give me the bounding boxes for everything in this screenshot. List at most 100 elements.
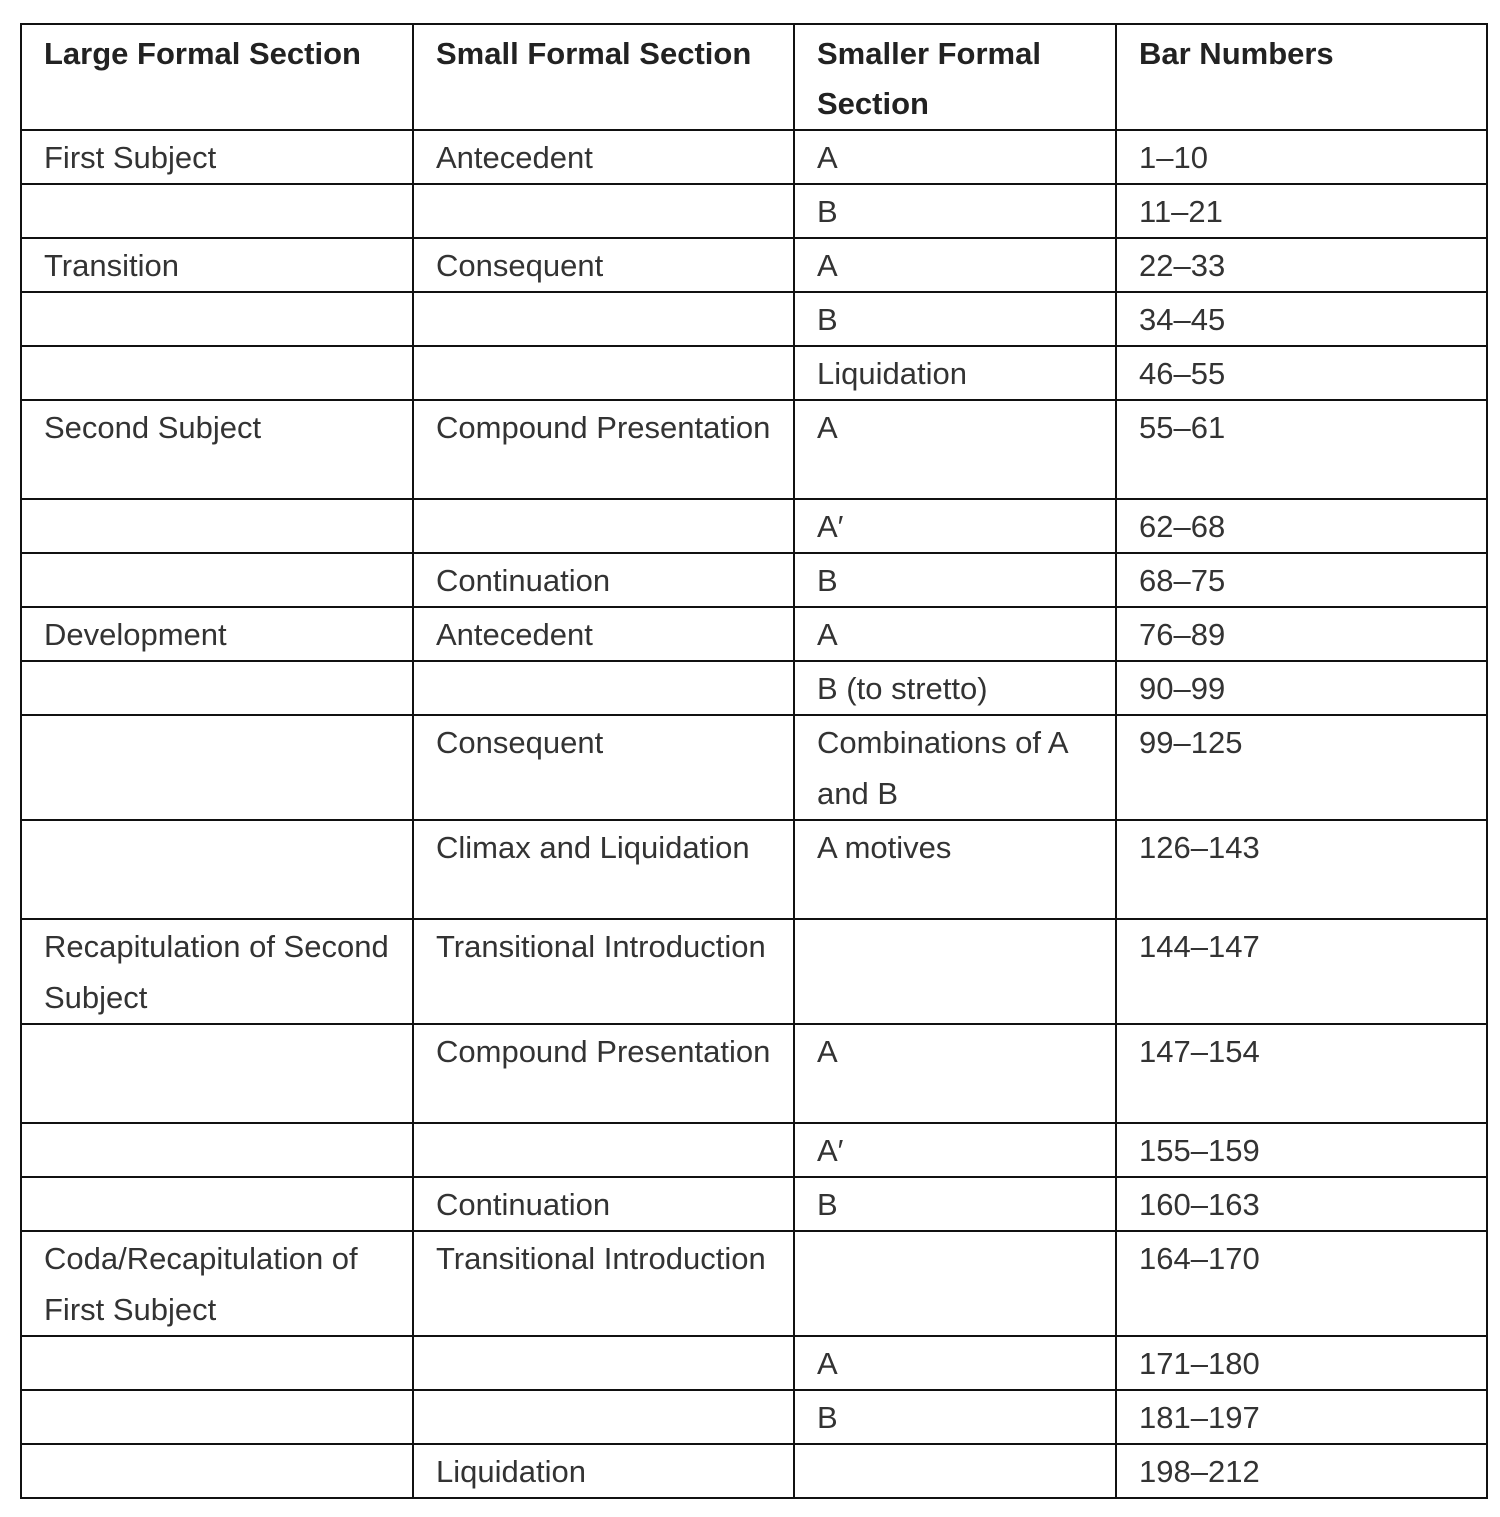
smaller-section-cell: B: [793, 291, 1117, 347]
smaller-section-cell: [793, 1230, 1117, 1337]
table-row: B (to stretto) 90–99: [20, 660, 1488, 716]
large-section-cell: [20, 1023, 414, 1124]
smaller-section-cell: B: [793, 183, 1117, 239]
small-section-cell: Compound Presentation: [412, 1023, 795, 1124]
large-section-cell: [20, 660, 414, 716]
small-section-cell: Consequent: [412, 237, 795, 293]
smaller-section-cell: A motives: [793, 819, 1117, 920]
small-section-cell: [412, 183, 795, 239]
bar-numbers-cell: 76–89: [1115, 606, 1488, 662]
bar-numbers-cell: 164–170: [1115, 1230, 1488, 1337]
bar-numbers-cell: 160–163: [1115, 1176, 1488, 1232]
bar-numbers-cell: 147–154: [1115, 1023, 1488, 1124]
small-section-cell: Antecedent: [412, 129, 795, 185]
large-section-cell: [20, 714, 414, 821]
smaller-section-cell: A: [793, 129, 1117, 185]
table-row: Transition Consequent A 22–33: [20, 237, 1488, 293]
smaller-section-cell: A: [793, 1335, 1117, 1391]
large-section-cell: [20, 1335, 414, 1391]
bar-numbers-cell: 171–180: [1115, 1335, 1488, 1391]
bar-numbers-cell: 1–10: [1115, 129, 1488, 185]
bar-numbers-cell: 155–159: [1115, 1122, 1488, 1178]
bar-numbers-cell: 68–75: [1115, 552, 1488, 608]
large-section-cell: [20, 345, 414, 401]
small-section-cell: [412, 1389, 795, 1445]
header-small-formal-section: Small Formal Section: [412, 23, 795, 131]
large-section-cell: [20, 1389, 414, 1445]
smaller-section-cell: B: [793, 1176, 1117, 1232]
large-section-cell: First Subject: [20, 129, 414, 185]
smaller-section-cell: Combinations of A and B: [793, 714, 1117, 821]
bar-numbers-cell: 181–197: [1115, 1389, 1488, 1445]
smaller-section-cell: Liquidation: [793, 345, 1117, 401]
table-row: First Subject Antecedent A 1–10: [20, 129, 1488, 185]
large-section-cell: [20, 819, 414, 920]
small-section-cell: Antecedent: [412, 606, 795, 662]
formal-sections-table: Large Formal Section Small Formal Sectio…: [20, 23, 1488, 1499]
small-section-cell: [412, 1122, 795, 1178]
smaller-section-cell: A: [793, 606, 1117, 662]
smaller-section-cell: [793, 918, 1117, 1025]
bar-numbers-cell: 11–21: [1115, 183, 1488, 239]
small-section-cell: Consequent: [412, 714, 795, 821]
table-row: B 34–45: [20, 291, 1488, 347]
large-section-cell: Second Subject: [20, 399, 414, 500]
small-section-cell: Compound Presentation: [412, 399, 795, 500]
small-section-cell: Climax and Liquidation: [412, 819, 795, 920]
header-bar-numbers: Bar Numbers: [1115, 23, 1488, 131]
header-large-formal-section: Large Formal Section: [20, 23, 414, 131]
bar-numbers-cell: 46–55: [1115, 345, 1488, 401]
table-row: B 11–21: [20, 183, 1488, 239]
table-row: Compound Presentation A 147–154: [20, 1023, 1488, 1124]
smaller-section-cell: B (to stretto): [793, 660, 1117, 716]
large-section-cell: Coda/Recapitulation of First Subject: [20, 1230, 414, 1337]
table-row: A 171–180: [20, 1335, 1488, 1391]
table-row: Liquidation 198–212: [20, 1443, 1488, 1499]
small-section-cell: [412, 345, 795, 401]
table-row: Liquidation 46–55: [20, 345, 1488, 401]
table-row: Continuation B 68–75: [20, 552, 1488, 608]
bar-numbers-cell: 198–212: [1115, 1443, 1488, 1499]
table-row: Second Subject Compound Presentation A 55–6…: [20, 399, 1488, 500]
smaller-section-cell: A′: [793, 498, 1117, 554]
large-section-cell: [20, 291, 414, 347]
bar-numbers-cell: 34–45: [1115, 291, 1488, 347]
large-section-cell: [20, 1122, 414, 1178]
smaller-section-cell: A: [793, 1023, 1117, 1124]
small-section-cell: Transitional Introduction: [412, 918, 795, 1025]
large-section-cell: Development: [20, 606, 414, 662]
table-row: Coda/Recapitulation of First Subject Tran…: [20, 1230, 1488, 1337]
small-section-cell: [412, 291, 795, 347]
bar-numbers-cell: 99–125: [1115, 714, 1488, 821]
table-row: Consequent Combinations of A and B 99–125: [20, 714, 1488, 821]
large-section-cell: [20, 1176, 414, 1232]
table-row: Recapitulation of Second Subject Transiti…: [20, 918, 1488, 1025]
bar-numbers-cell: 22–33: [1115, 237, 1488, 293]
smaller-section-cell: A: [793, 237, 1117, 293]
smaller-section-cell: [793, 1443, 1117, 1499]
large-section-cell: [20, 183, 414, 239]
table-row: Continuation B 160–163: [20, 1176, 1488, 1232]
small-section-cell: [412, 498, 795, 554]
bar-numbers-cell: 144–147: [1115, 918, 1488, 1025]
large-section-cell: Recapitulation of Second Subject: [20, 918, 414, 1025]
table-row: Development Antecedent A 76–89: [20, 606, 1488, 662]
bar-numbers-cell: 126–143: [1115, 819, 1488, 920]
table-row: A′ 155–159: [20, 1122, 1488, 1178]
large-section-cell: [20, 552, 414, 608]
table-row: B 181–197: [20, 1389, 1488, 1445]
small-section-cell: [412, 660, 795, 716]
header-row: Large Formal Section Small Formal Sectio…: [20, 23, 1488, 131]
small-section-cell: [412, 1335, 795, 1391]
small-section-cell: Continuation: [412, 552, 795, 608]
small-section-cell: Liquidation: [412, 1443, 795, 1499]
smaller-section-cell: B: [793, 552, 1117, 608]
large-section-cell: Transition: [20, 237, 414, 293]
small-section-cell: Continuation: [412, 1176, 795, 1232]
bar-numbers-cell: 55–61: [1115, 399, 1488, 500]
large-section-cell: [20, 1443, 414, 1499]
large-section-cell: [20, 498, 414, 554]
small-section-cell: Transitional Introduction: [412, 1230, 795, 1337]
smaller-section-cell: A′: [793, 1122, 1117, 1178]
smaller-section-cell: B: [793, 1389, 1117, 1445]
